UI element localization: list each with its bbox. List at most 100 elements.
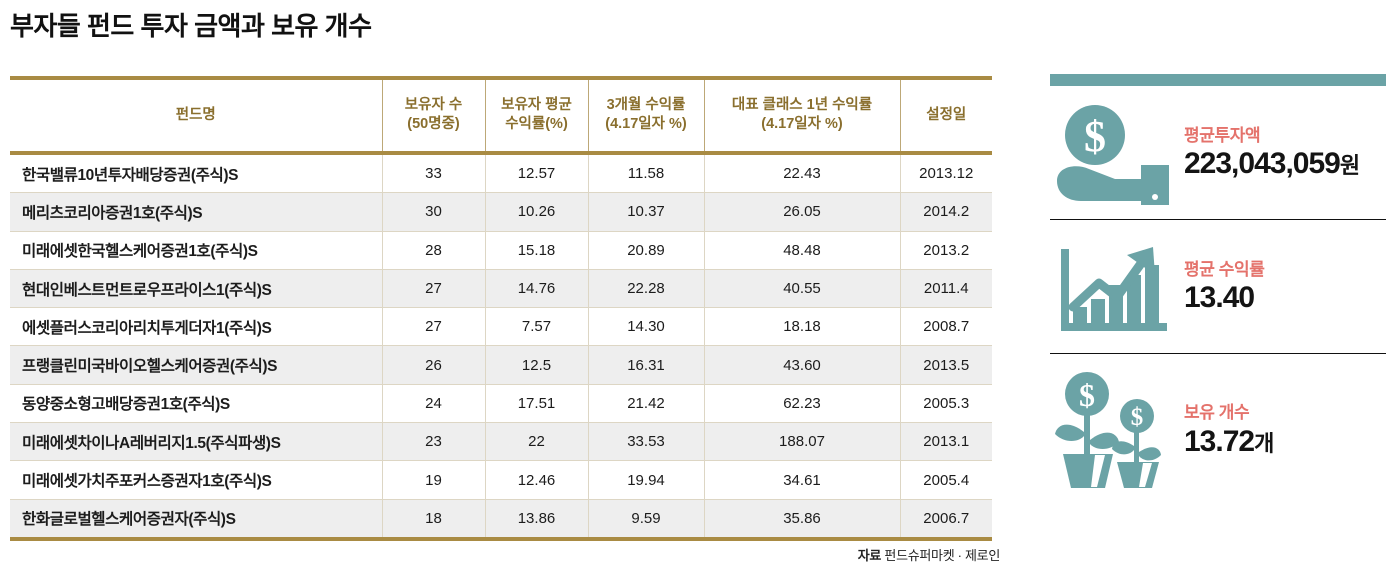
cell-avg-return: 14.76: [484, 269, 588, 309]
cell-holders: 33: [381, 153, 485, 194]
cell-holders: 28: [381, 231, 485, 270]
summary-panel-average-investment: $ 평균투자액 223,043,059원: [1050, 86, 1386, 220]
panel-label: 평균투자액: [1184, 125, 1261, 145]
cell-holders: 30: [381, 192, 485, 232]
cell-inception-date: 2011.4: [899, 269, 992, 309]
column-header-1year-return: 대표 클래스 1년 수익률 (4.17일자 %): [703, 76, 900, 155]
table-row: 동양중소형고배당증권1호(주식)S 24 17.51 21.42 62.23 2…: [10, 384, 992, 424]
panel-value-unit: 개: [1254, 430, 1274, 456]
table-row: 미래에셋가치주포커스증권자1호(주식)S 19 12.46 19.94 34.6…: [10, 460, 992, 500]
source-note: 자료 펀드슈퍼마켓 · 제로인: [858, 545, 1001, 564]
cell-fund-name: 한국밸류10년투자배당증권(주식)S: [10, 153, 382, 194]
cell-avg-return: 10.26: [484, 192, 588, 232]
cell-3month-return: 16.31: [587, 345, 704, 385]
cell-inception-date: 2008.7: [899, 307, 992, 347]
panel-value: 13.40: [1184, 281, 1386, 314]
header-line-2: (4.17일자 %): [605, 116, 687, 132]
panel-value: 13.72개: [1184, 425, 1386, 458]
cell-fund-name: 현대인베스트먼트로우프라이스1(주식)S: [10, 269, 382, 309]
panel-value-number: 223,043,059: [1184, 147, 1341, 181]
header-line-1: 펀드명: [175, 106, 216, 123]
cell-holders: 27: [381, 269, 485, 309]
summary-panel-average-return: 평균 수익률 13.40: [1050, 220, 1386, 354]
fund-table: 펀드명 보유자 수 (50명중) 보유자 평균 수익률(%) 3개월 수익률 (…: [10, 76, 992, 541]
cell-1year-return: 22.43: [703, 153, 900, 194]
header-line-1: 보유자 평균: [501, 97, 572, 114]
panel-text-block: 평균투자액 223,043,059원: [1178, 125, 1386, 180]
cell-holders: 26: [381, 345, 485, 385]
cell-fund-name: 미래에셋한국헬스케어증권1호(주식)S: [10, 231, 382, 270]
cell-fund-name: 프랭클린미국바이오헬스케어증권(주식)S: [10, 345, 382, 385]
cell-fund-name: 에셋플러스코리아리치투게더자1(주식)S: [10, 307, 382, 347]
cell-3month-return: 11.58: [587, 153, 704, 194]
cell-fund-name: 한화글로벌헬스케어증권자(주식)S: [10, 499, 382, 541]
svg-text:$: $: [1084, 112, 1106, 161]
header-line-2: (4.17일자 %): [761, 116, 843, 132]
cell-fund-name: 미래에셋가치주포커스증권자1호(주식)S: [10, 460, 382, 500]
header-line-2: (50명중): [407, 116, 460, 132]
summary-panels: $ 평균투자액 223,043,059원: [1050, 74, 1386, 506]
svg-text:$: $: [1079, 377, 1095, 413]
cell-inception-date: 2005.3: [899, 384, 992, 424]
cell-fund-name: 동양중소형고배당증권1호(주식)S: [10, 384, 382, 424]
panel-value-number: 13.72: [1184, 424, 1255, 458]
svg-text:$: $: [1131, 404, 1144, 431]
cell-avg-return: 22: [484, 422, 588, 462]
cell-1year-return: 40.55: [703, 269, 900, 309]
cell-fund-name: 메리츠코리아증권1호(주식)S: [10, 192, 382, 232]
cell-3month-return: 19.94: [587, 460, 704, 500]
cell-holders: 19: [381, 460, 485, 500]
cell-avg-return: 13.86: [484, 499, 588, 541]
cell-avg-return: 17.51: [484, 384, 588, 424]
column-header-3month-return: 3개월 수익률 (4.17일자 %): [587, 76, 704, 155]
header-line-1: 설정일: [926, 106, 967, 123]
cell-inception-date: 2014.2: [899, 192, 992, 232]
cell-1year-return: 188.07: [703, 422, 900, 462]
cell-avg-return: 15.18: [484, 231, 588, 270]
cell-3month-return: 21.42: [587, 384, 704, 424]
column-header-inception-date: 설정일: [899, 76, 992, 155]
table-row: 미래에셋차이나A레버리지1.5(주식파생)S 23 22 33.53 188.0…: [10, 422, 992, 462]
table-row: 한화글로벌헬스케어증권자(주식)S 18 13.86 9.59 35.86 20…: [10, 499, 992, 541]
cell-holders: 24: [381, 384, 485, 424]
cell-3month-return: 22.28: [587, 269, 704, 309]
cell-avg-return: 12.5: [484, 345, 588, 385]
summary-panel-holdings-count: $ $ 보유 개수 13.72개: [1050, 354, 1386, 506]
cell-3month-return: 9.59: [587, 499, 704, 541]
money-plant-icon: $ $: [1050, 370, 1178, 490]
cell-inception-date: 2013.5: [899, 345, 992, 385]
panel-value-unit: 원: [1339, 153, 1360, 179]
header-line-1: 대표 클래스 1년 수익률: [731, 97, 873, 114]
cell-3month-return: 33.53: [587, 422, 704, 462]
cell-avg-return: 12.57: [484, 153, 588, 194]
panel-text-block: 보유 개수 13.72개: [1178, 402, 1386, 457]
column-header-avg-return: 보유자 평균 수익률(%): [484, 76, 588, 155]
header-line-1: 3개월 수익률: [606, 97, 686, 114]
table-row: 현대인베스트먼트로우프라이스1(주식)S 27 14.76 22.28 40.5…: [10, 269, 992, 309]
hand-holding-dollar-icon: $: [1050, 101, 1178, 205]
cell-1year-return: 48.48: [703, 231, 900, 270]
fund-table-region: 펀드명 보유자 수 (50명중) 보유자 평균 수익률(%) 3개월 수익률 (…: [10, 76, 992, 541]
cell-3month-return: 14.30: [587, 307, 704, 347]
column-header-holders: 보유자 수 (50명중): [381, 76, 485, 155]
cell-1year-return: 34.61: [703, 460, 900, 500]
cell-3month-return: 20.89: [587, 231, 704, 270]
cell-holders: 18: [381, 499, 485, 541]
header-line-2: 수익률(%): [505, 116, 568, 132]
table-body: 한국밸류10년투자배당증권(주식)S 33 12.57 11.58 22.43 …: [10, 153, 992, 541]
cell-1year-return: 43.60: [703, 345, 900, 385]
header-line-1: 보유자 수: [404, 97, 463, 114]
table-row: 한국밸류10년투자배당증권(주식)S 33 12.57 11.58 22.43 …: [10, 153, 992, 194]
table-row: 에셋플러스코리아리치투게더자1(주식)S 27 7.57 14.30 18.18…: [10, 307, 992, 347]
panel-label: 보유 개수: [1184, 403, 1250, 423]
cell-3month-return: 10.37: [587, 192, 704, 232]
cell-1year-return: 62.23: [703, 384, 900, 424]
cell-inception-date: 2013.2: [899, 231, 992, 270]
cell-inception-date: 2006.7: [899, 499, 992, 541]
cell-1year-return: 18.18: [703, 307, 900, 347]
panel-value-number: 13.40: [1184, 281, 1255, 315]
cell-avg-return: 12.46: [484, 460, 588, 500]
cell-inception-date: 2013.12: [899, 153, 992, 194]
cell-holders: 23: [381, 422, 485, 462]
cell-inception-date: 2013.1: [899, 422, 992, 462]
